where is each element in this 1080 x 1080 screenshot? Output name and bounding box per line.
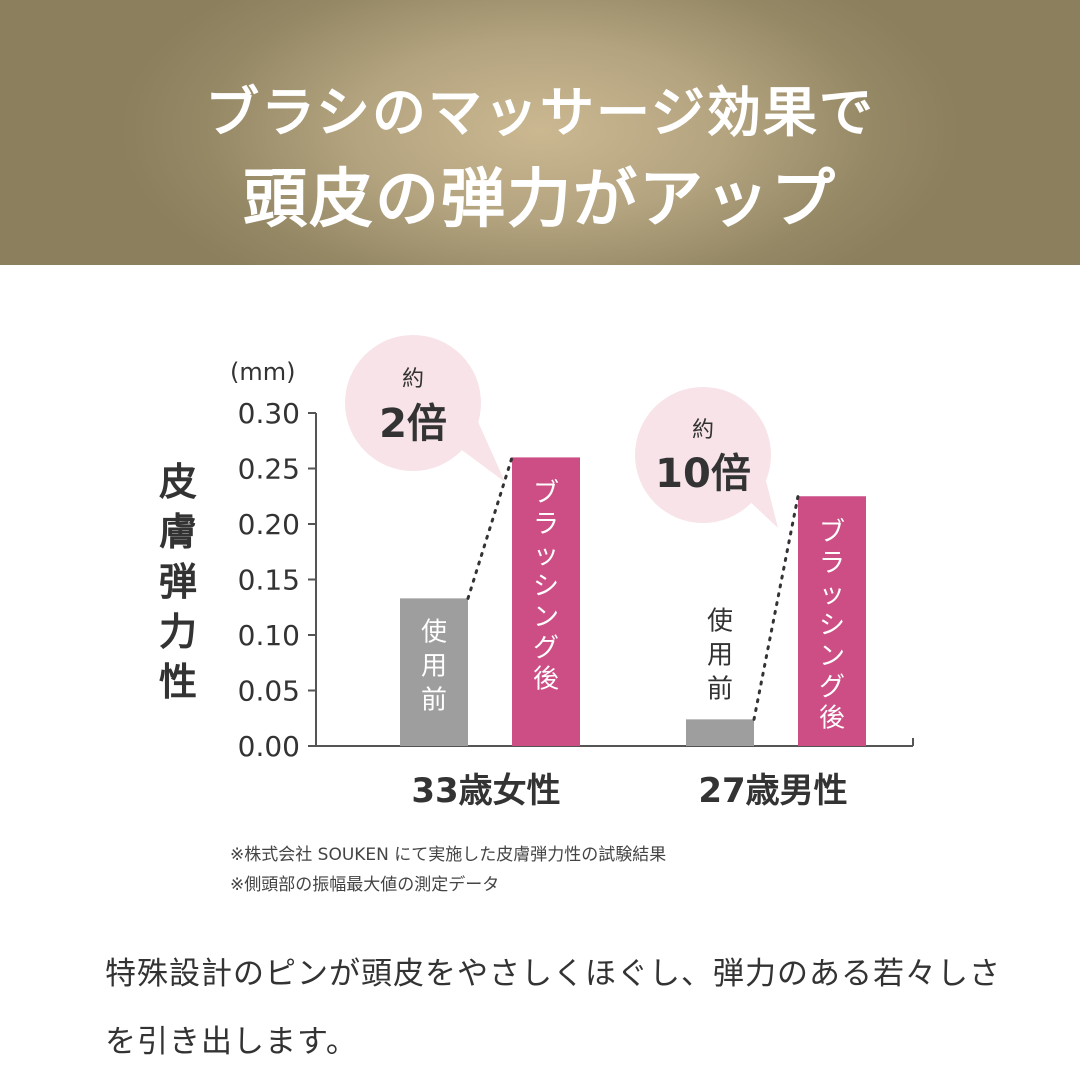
footnote: ※株式会社 SOUKEN にて実施した皮膚弾力性の試験結果 bbox=[230, 845, 667, 865]
y-axis-title: 皮膚弾力性 bbox=[159, 460, 197, 704]
bubble-2: 約 10倍 bbox=[635, 387, 778, 528]
bar-before-label: 使用前 bbox=[421, 617, 447, 715]
bar-before bbox=[686, 719, 754, 746]
bubble-1: 約 2倍 bbox=[345, 335, 505, 482]
bar-after bbox=[798, 496, 866, 746]
bar-after bbox=[512, 457, 580, 746]
y-axis-title-char: 性 bbox=[159, 660, 197, 704]
y-tick-label: 0.00 bbox=[238, 730, 300, 763]
headline-line-1: ブラシのマッサージ効果で bbox=[205, 81, 875, 144]
bubble-2-prefix: 約 bbox=[692, 418, 714, 443]
y-tick-label: 0.20 bbox=[238, 508, 300, 541]
growth-connector bbox=[752, 494, 800, 721]
y-axis-title-char: 皮 bbox=[159, 460, 197, 504]
bar-after-label: ブラッシング後 bbox=[819, 517, 845, 733]
y-axis-title-char: 膚 bbox=[159, 510, 197, 554]
y-unit-label: (mm) bbox=[230, 358, 295, 386]
bar-before bbox=[400, 598, 468, 746]
bar-after-label: ブラッシング後 bbox=[533, 478, 559, 694]
x-axis-categories: 33歳女性 27歳男性 bbox=[411, 771, 847, 811]
footnotes: ※株式会社 SOUKEN にて実施した皮膚弾力性の試験結果 ※側頭部の振幅最大値… bbox=[230, 840, 666, 900]
growth-connector bbox=[466, 455, 514, 600]
footnote: ※側頭部の振幅最大値の測定データ bbox=[230, 875, 500, 895]
y-tick-label: 0.10 bbox=[238, 619, 300, 652]
category-label: 33歳女性 bbox=[411, 771, 560, 811]
bar-before-label: 使用前 bbox=[707, 606, 733, 704]
bubble-1-value: 2倍 bbox=[379, 401, 447, 447]
y-tick-label: 0.30 bbox=[238, 397, 300, 430]
y-axis-title-char: 力 bbox=[159, 610, 197, 654]
y-tick-label: 0.05 bbox=[238, 675, 300, 708]
description-text: 特殊設計のピンが頭皮をやさしくほぐし、弾力のある若々しさを引き出します。 bbox=[105, 956, 1001, 1060]
bubble-1-prefix: 約 bbox=[402, 367, 424, 392]
headline-line-2: 頭皮の弾力がアップ bbox=[243, 163, 837, 237]
y-tick-label: 0.25 bbox=[238, 453, 300, 486]
y-tick-label: 0.15 bbox=[238, 564, 300, 597]
category-label: 27歳男性 bbox=[698, 771, 847, 811]
header-banner: ブラシのマッサージ効果で 頭皮の弾力がアップ bbox=[0, 0, 1080, 265]
y-axis-title-char: 弾 bbox=[159, 560, 197, 604]
bubble-2-value: 10倍 bbox=[655, 451, 751, 497]
